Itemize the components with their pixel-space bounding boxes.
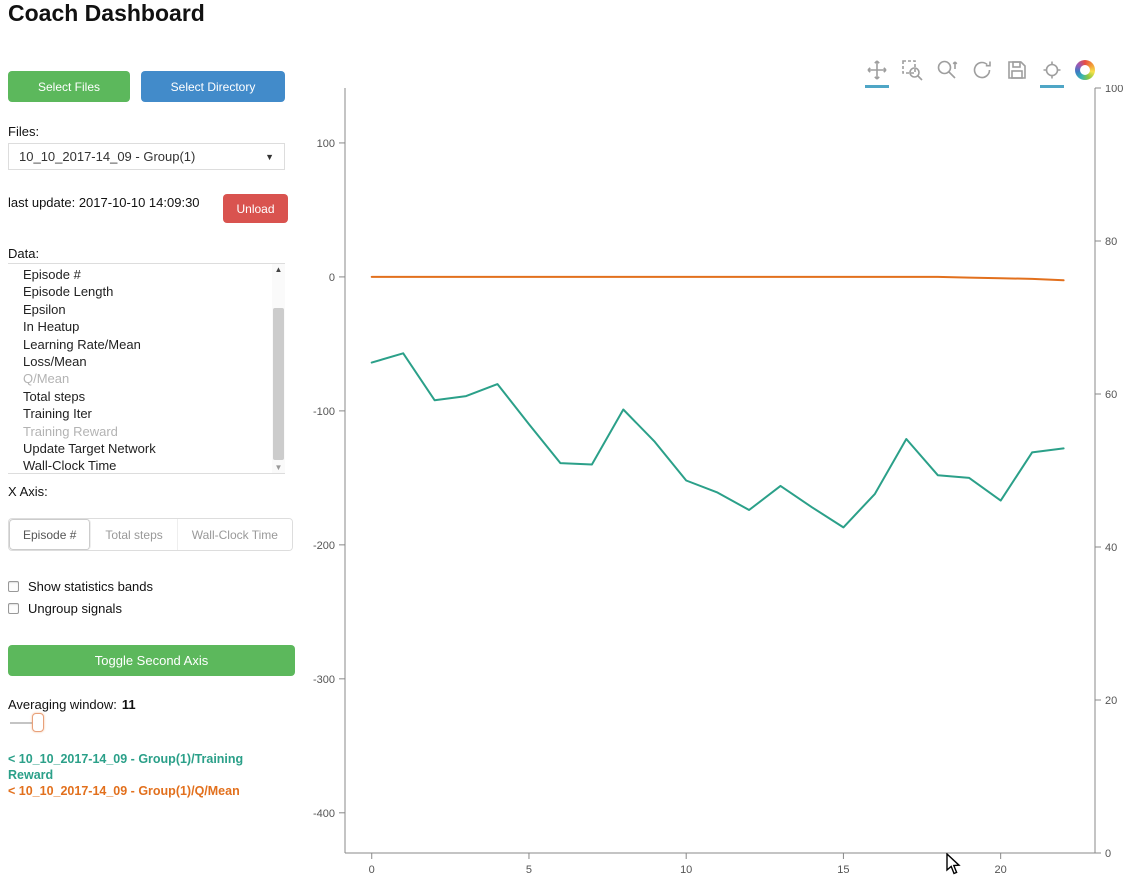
data-signal-list: Episode # Episode Length Epsilon In Heatup L… — [8, 263, 285, 474]
averaging-window-row: Averaging window: 11 — [8, 697, 136, 712]
checkbox-label: Ungroup signals — [28, 600, 122, 616]
select-directory-button[interactable]: Select Directory — [141, 71, 285, 102]
averaging-window-label: Averaging window: — [8, 697, 117, 712]
data-signal-item[interactable]: Total steps — [23, 388, 86, 404]
data-signal-item[interactable]: Episode Length — [23, 284, 114, 300]
data-signal-item[interactable]: Training Iter — [23, 406, 92, 422]
data-signal-item[interactable]: Loss/Mean — [23, 353, 87, 369]
scrollbar-thumb[interactable] — [273, 308, 284, 460]
legend-entry[interactable]: < 10_10_2017-14_09 - Group(1)/Training R… — [8, 752, 244, 782]
hover-icon[interactable] — [1040, 58, 1064, 88]
svg-text:20: 20 — [995, 864, 1007, 875]
data-signal-item[interactable]: In Heatup — [23, 319, 80, 335]
svg-text:40: 40 — [1105, 542, 1117, 554]
caret-down-icon: ▼ — [265, 151, 274, 162]
checkbox-row: Ungroup signals — [8, 597, 153, 619]
plot-toolbar — [865, 58, 1095, 88]
averaging-window-slider[interactable] — [8, 712, 50, 734]
checkbox-group: Show statistics bands Ungroup signals — [8, 575, 153, 619]
x-axis-option-total-steps[interactable]: Total steps — [91, 519, 178, 550]
files-label: Files: — [8, 124, 40, 139]
data-signal-item[interactable]: Episode # — [23, 267, 81, 282]
svg-text:0: 0 — [1105, 848, 1111, 860]
svg-text:20: 20 — [1105, 695, 1117, 707]
data-signal-item[interactable]: Q/Mean — [23, 371, 70, 387]
unload-button[interactable]: Unload — [223, 194, 288, 223]
plot-area: 100 0 -100 -200 -300 -400 0 20 40 60 80 100 0 5 10 15 20 — [300, 0, 1142, 881]
checkbox-row: Show statistics bands — [8, 575, 153, 597]
x-axis-option-wall-clock-time[interactable]: Wall-Clock Time — [177, 519, 292, 550]
x-axis-label: X Axis: — [8, 484, 48, 499]
svg-text:-100: -100 — [313, 406, 335, 418]
chart-legend: < 10_10_2017-14_09 - Group(1)/Training R… — [8, 752, 286, 801]
save-icon[interactable] — [1005, 58, 1029, 82]
series-line-1 — [370, 275, 1065, 282]
svg-text:-200: -200 — [313, 540, 335, 552]
svg-text:-300: -300 — [313, 674, 335, 686]
averaging-window-value: 11 — [121, 697, 136, 712]
svg-text:0: 0 — [329, 272, 335, 284]
bokeh-logo[interactable] — [1075, 60, 1095, 80]
reset-icon[interactable] — [970, 58, 994, 82]
checkbox-label: Show statistics bands — [28, 578, 154, 594]
pan-icon[interactable] — [865, 58, 889, 88]
files-select-value: 10_10_2017-14_09 - Group(1) — [19, 149, 196, 164]
svg-text:0: 0 — [369, 864, 375, 875]
svg-text:100: 100 — [317, 138, 335, 150]
toggle-second-axis-button[interactable]: Toggle Second Axis — [8, 645, 295, 676]
wheel-zoom-icon[interactable] — [935, 58, 959, 82]
scroll-down-icon[interactable]: ▼ — [274, 463, 283, 472]
svg-text:10: 10 — [680, 864, 692, 875]
checkbox[interactable] — [8, 580, 19, 592]
scroll-up-icon[interactable]: ▲ — [274, 265, 283, 274]
series-line-0 — [370, 352, 1065, 529]
data-label: Data: — [8, 246, 40, 261]
slider-track — [10, 722, 42, 724]
legend-entry[interactable]: < 10_10_2017-14_09 - Group(1)/Q/Mean — [8, 784, 240, 798]
scrollbar[interactable]: ▲ ▼ — [272, 264, 285, 473]
x-axis-option-episode-[interactable]: Episode # — [9, 519, 92, 550]
select-files-button[interactable]: Select Files — [8, 71, 130, 102]
data-signal-item[interactable]: Update Target Network — [23, 440, 156, 456]
line-chart[interactable]: 100 0 -100 -200 -300 -400 0 20 40 60 80 100 0 5 10 15 20 — [300, 85, 1142, 875]
checkbox[interactable] — [8, 602, 19, 614]
files-select[interactable]: 10_10_2017-14_09 - Group(1) ▼ — [8, 143, 285, 170]
svg-text:15: 15 — [837, 864, 849, 875]
svg-text:-400: -400 — [313, 808, 335, 820]
svg-text:100: 100 — [1105, 85, 1123, 95]
svg-text:80: 80 — [1105, 236, 1117, 248]
svg-text:60: 60 — [1105, 389, 1117, 401]
data-signal-item[interactable]: Wall-Clock Time — [23, 458, 117, 474]
x-axis-toggle-group: Episode # Total steps Wall-Clock Time — [8, 518, 293, 551]
data-signal-item[interactable]: Training Reward — [23, 423, 118, 439]
last-update-text: last update: 2017-10-10 14:09:30 — [8, 195, 200, 210]
slider-handle[interactable] — [32, 713, 44, 732]
data-signal-item[interactable]: Learning Rate/Mean — [23, 336, 141, 352]
svg-text:5: 5 — [526, 864, 532, 875]
data-signal-list-items: Episode # Episode Length Epsilon In Heatup L… — [8, 264, 285, 474]
data-signal-item[interactable]: Epsilon — [23, 301, 66, 317]
box-zoom-icon[interactable] — [900, 58, 924, 82]
page-title: Coach Dashboard — [8, 0, 205, 26]
